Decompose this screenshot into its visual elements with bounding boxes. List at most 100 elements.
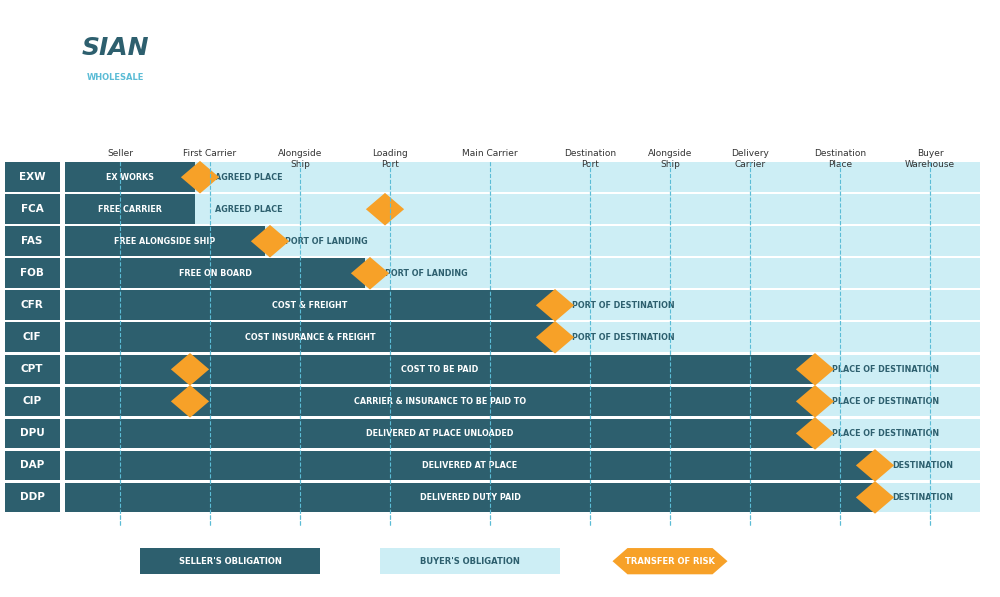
Polygon shape	[351, 257, 389, 290]
Text: DESTINATION: DESTINATION	[892, 461, 953, 470]
Text: CFR: CFR	[21, 300, 43, 310]
Text: First Carrier: First Carrier	[183, 149, 237, 158]
FancyBboxPatch shape	[365, 259, 980, 288]
Text: FREE CARRIER: FREE CARRIER	[98, 205, 162, 214]
Text: FAS: FAS	[21, 236, 43, 246]
FancyBboxPatch shape	[815, 386, 980, 416]
Text: WHOLESALE: WHOLESALE	[86, 73, 144, 82]
Text: FOB: FOB	[20, 268, 44, 278]
FancyBboxPatch shape	[815, 355, 980, 384]
Text: DELIVERED DUTY PAID: DELIVERED DUTY PAID	[420, 493, 520, 502]
FancyBboxPatch shape	[5, 355, 60, 384]
Polygon shape	[856, 481, 894, 513]
Text: PORT OF DESTINATION: PORT OF DESTINATION	[572, 333, 675, 342]
Text: COST & FREIGHT: COST & FREIGHT	[272, 301, 348, 310]
FancyBboxPatch shape	[5, 418, 60, 448]
FancyBboxPatch shape	[65, 259, 365, 288]
FancyBboxPatch shape	[65, 195, 195, 224]
Text: SELLER'S OBLIGATION: SELLER'S OBLIGATION	[179, 556, 281, 566]
FancyBboxPatch shape	[65, 386, 815, 416]
FancyBboxPatch shape	[5, 322, 60, 352]
FancyBboxPatch shape	[140, 548, 320, 574]
FancyBboxPatch shape	[5, 451, 60, 480]
Text: Destination
Place: Destination Place	[814, 149, 866, 168]
Text: DAP: DAP	[20, 460, 44, 470]
Text: EX WORKS: EX WORKS	[106, 173, 154, 181]
Text: FREE ALONGSIDE SHIP: FREE ALONGSIDE SHIP	[114, 237, 216, 246]
Text: AGREED PLACE: AGREED PLACE	[215, 205, 283, 214]
Text: PLACE OF DESTINATION: PLACE OF DESTINATION	[832, 365, 939, 374]
FancyBboxPatch shape	[555, 291, 980, 320]
FancyBboxPatch shape	[5, 482, 60, 512]
FancyBboxPatch shape	[65, 291, 980, 320]
FancyBboxPatch shape	[380, 548, 560, 574]
FancyBboxPatch shape	[65, 482, 980, 512]
Text: COST TO BE PAID: COST TO BE PAID	[401, 365, 479, 374]
FancyBboxPatch shape	[65, 162, 195, 192]
Text: PORT OF DESTINATION: PORT OF DESTINATION	[572, 301, 675, 310]
FancyBboxPatch shape	[265, 226, 980, 256]
Polygon shape	[536, 289, 574, 322]
FancyBboxPatch shape	[5, 259, 60, 288]
Polygon shape	[856, 449, 894, 482]
FancyBboxPatch shape	[65, 162, 980, 192]
FancyBboxPatch shape	[65, 322, 555, 352]
Polygon shape	[796, 417, 834, 450]
FancyBboxPatch shape	[875, 451, 980, 480]
FancyBboxPatch shape	[195, 195, 980, 224]
Text: COST INSURANCE & FREIGHT: COST INSURANCE & FREIGHT	[245, 333, 375, 342]
FancyBboxPatch shape	[65, 482, 875, 512]
Text: CIP: CIP	[22, 396, 42, 407]
Text: Main Carrier: Main Carrier	[462, 149, 518, 158]
Text: Destination
Port: Destination Port	[564, 149, 616, 168]
FancyBboxPatch shape	[195, 162, 980, 192]
Polygon shape	[796, 385, 834, 418]
Text: TRANSFER OF RISK: TRANSFER OF RISK	[625, 556, 715, 566]
Polygon shape	[536, 321, 574, 353]
Text: PORT OF LANDING: PORT OF LANDING	[385, 269, 468, 278]
Text: DELIVERED AT PLACE: DELIVERED AT PLACE	[422, 461, 518, 470]
FancyBboxPatch shape	[65, 418, 815, 448]
FancyBboxPatch shape	[65, 451, 875, 480]
FancyBboxPatch shape	[65, 291, 555, 320]
Text: DELIVERED AT PLACE UNLOADED: DELIVERED AT PLACE UNLOADED	[366, 429, 514, 438]
Text: EXW: EXW	[19, 172, 45, 182]
FancyBboxPatch shape	[65, 418, 980, 448]
FancyBboxPatch shape	[5, 195, 60, 224]
Text: Buyer
Warehouse: Buyer Warehouse	[905, 149, 955, 168]
Text: PLACE OF DESTINATION: PLACE OF DESTINATION	[832, 397, 939, 406]
Text: DDP: DDP	[20, 493, 44, 503]
FancyBboxPatch shape	[65, 355, 980, 384]
FancyBboxPatch shape	[5, 226, 60, 256]
Polygon shape	[171, 385, 209, 418]
FancyBboxPatch shape	[815, 418, 980, 448]
Polygon shape	[181, 161, 219, 193]
Polygon shape	[366, 193, 404, 226]
Text: FCA: FCA	[21, 204, 43, 214]
Text: SIAN: SIAN	[81, 36, 149, 60]
FancyBboxPatch shape	[65, 226, 980, 256]
Text: DESTINATION: DESTINATION	[892, 493, 953, 502]
FancyBboxPatch shape	[65, 226, 265, 256]
Text: CARRIER & INSURANCE TO BE PAID TO: CARRIER & INSURANCE TO BE PAID TO	[354, 397, 526, 406]
FancyBboxPatch shape	[65, 355, 815, 384]
FancyBboxPatch shape	[5, 162, 60, 192]
Text: CIF: CIF	[23, 333, 41, 342]
Polygon shape	[612, 548, 728, 574]
FancyBboxPatch shape	[5, 291, 60, 320]
Text: FREE ON BOARD: FREE ON BOARD	[179, 269, 251, 278]
FancyBboxPatch shape	[875, 482, 980, 512]
Text: Alongside
Ship: Alongside Ship	[648, 149, 692, 168]
Text: Delivery
Carrier: Delivery Carrier	[731, 149, 769, 168]
Polygon shape	[796, 353, 834, 386]
Text: AGREED PLACE: AGREED PLACE	[215, 173, 283, 181]
FancyBboxPatch shape	[5, 386, 60, 416]
Text: Seller: Seller	[107, 149, 133, 158]
Text: PORT OF LANDING: PORT OF LANDING	[285, 237, 368, 246]
Text: DPU: DPU	[20, 429, 44, 438]
Polygon shape	[251, 225, 289, 257]
Text: Alongside
Ship: Alongside Ship	[278, 149, 322, 168]
Polygon shape	[171, 353, 209, 386]
Text: CPT: CPT	[21, 364, 43, 374]
Text: PLACE OF DESTINATION: PLACE OF DESTINATION	[832, 429, 939, 438]
